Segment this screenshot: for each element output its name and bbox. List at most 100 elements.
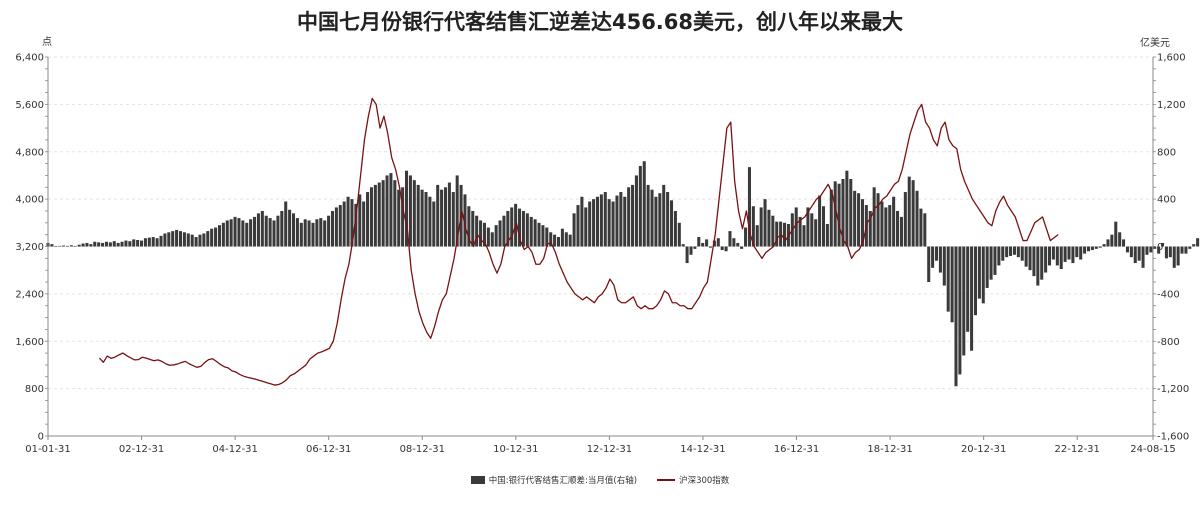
left-tick-label: 3,200	[15, 242, 44, 253]
bar	[763, 199, 767, 247]
bar	[560, 228, 564, 247]
bar	[818, 195, 822, 247]
bar	[1059, 246, 1063, 269]
bar	[210, 228, 214, 247]
bar	[1184, 246, 1188, 254]
bar	[740, 246, 744, 249]
bar	[849, 178, 853, 247]
bar	[58, 245, 62, 247]
bar	[954, 246, 958, 387]
bar	[1079, 246, 1083, 260]
bar	[412, 180, 416, 247]
legend-item-bar[interactable]: 中国:银行代客结售汇顺差:当月值(右轴)	[470, 474, 637, 486]
bar	[611, 201, 615, 247]
bar	[646, 184, 650, 247]
left-axis-unit: 点	[42, 37, 52, 48]
bar	[506, 210, 510, 247]
bar	[747, 167, 751, 247]
bar	[151, 237, 155, 247]
right-tick-label: 400	[1157, 195, 1176, 206]
bar	[182, 232, 186, 247]
bar	[1161, 242, 1165, 247]
bar	[171, 231, 175, 247]
bar	[896, 210, 900, 247]
x-tick-label: 12-12-31	[587, 444, 632, 455]
x-tick-label: 18-12-31	[867, 444, 912, 455]
bar	[615, 195, 619, 247]
bar	[568, 234, 572, 247]
bar	[217, 225, 221, 247]
left-tick-label: 5,600	[15, 100, 44, 111]
bar	[888, 205, 892, 247]
bar	[576, 205, 580, 247]
bar-series	[46, 161, 1200, 387]
bar	[377, 182, 381, 247]
bar	[911, 180, 915, 247]
bar	[693, 246, 697, 249]
bar	[397, 189, 401, 247]
bar	[1192, 244, 1196, 247]
bar	[794, 207, 798, 247]
bar	[549, 232, 553, 247]
right-tick-label: 1,200	[1157, 100, 1186, 111]
bar	[420, 189, 424, 247]
bar	[595, 196, 599, 247]
bar	[638, 165, 642, 247]
bar	[1168, 246, 1172, 258]
bar	[256, 213, 260, 247]
bar	[280, 210, 284, 247]
bar	[315, 219, 319, 247]
bar	[1071, 246, 1075, 264]
bar	[853, 190, 857, 247]
bar	[833, 181, 837, 247]
bar	[958, 246, 962, 375]
bar	[525, 213, 529, 247]
bar	[319, 218, 323, 247]
bar	[385, 175, 389, 247]
bar	[716, 238, 720, 247]
bar	[237, 218, 241, 247]
bar	[358, 194, 362, 247]
bar	[50, 244, 54, 247]
bar	[482, 222, 486, 247]
bar	[973, 246, 977, 316]
bar	[1098, 246, 1102, 248]
bar	[712, 240, 716, 247]
bar	[346, 196, 350, 247]
bar	[970, 246, 974, 351]
bar	[350, 199, 354, 247]
bar	[120, 241, 124, 247]
bar	[934, 246, 939, 261]
bar	[942, 246, 946, 286]
bar	[225, 220, 229, 247]
legend-item-line[interactable]: 沪深300指数	[657, 474, 729, 486]
bar	[494, 225, 498, 247]
bar	[471, 210, 475, 247]
bar	[923, 213, 927, 247]
bar	[521, 210, 525, 247]
bar	[373, 184, 377, 247]
bar	[1051, 246, 1055, 260]
bar	[202, 233, 206, 247]
bar	[260, 210, 264, 247]
bar	[249, 219, 253, 247]
bar	[1048, 246, 1052, 266]
bar	[440, 189, 444, 247]
bar	[720, 246, 724, 251]
bar	[541, 225, 545, 247]
bar	[295, 218, 299, 247]
bar	[159, 235, 163, 247]
bar	[393, 180, 397, 247]
bar	[868, 210, 872, 247]
bar	[253, 216, 257, 247]
bar	[580, 196, 584, 247]
bar	[381, 180, 385, 247]
bar	[338, 205, 342, 247]
bar	[697, 237, 701, 247]
bar	[666, 192, 670, 247]
bar	[143, 238, 147, 247]
bar	[291, 213, 296, 247]
bar	[607, 199, 611, 247]
bar	[1086, 246, 1091, 252]
bar	[736, 242, 740, 247]
